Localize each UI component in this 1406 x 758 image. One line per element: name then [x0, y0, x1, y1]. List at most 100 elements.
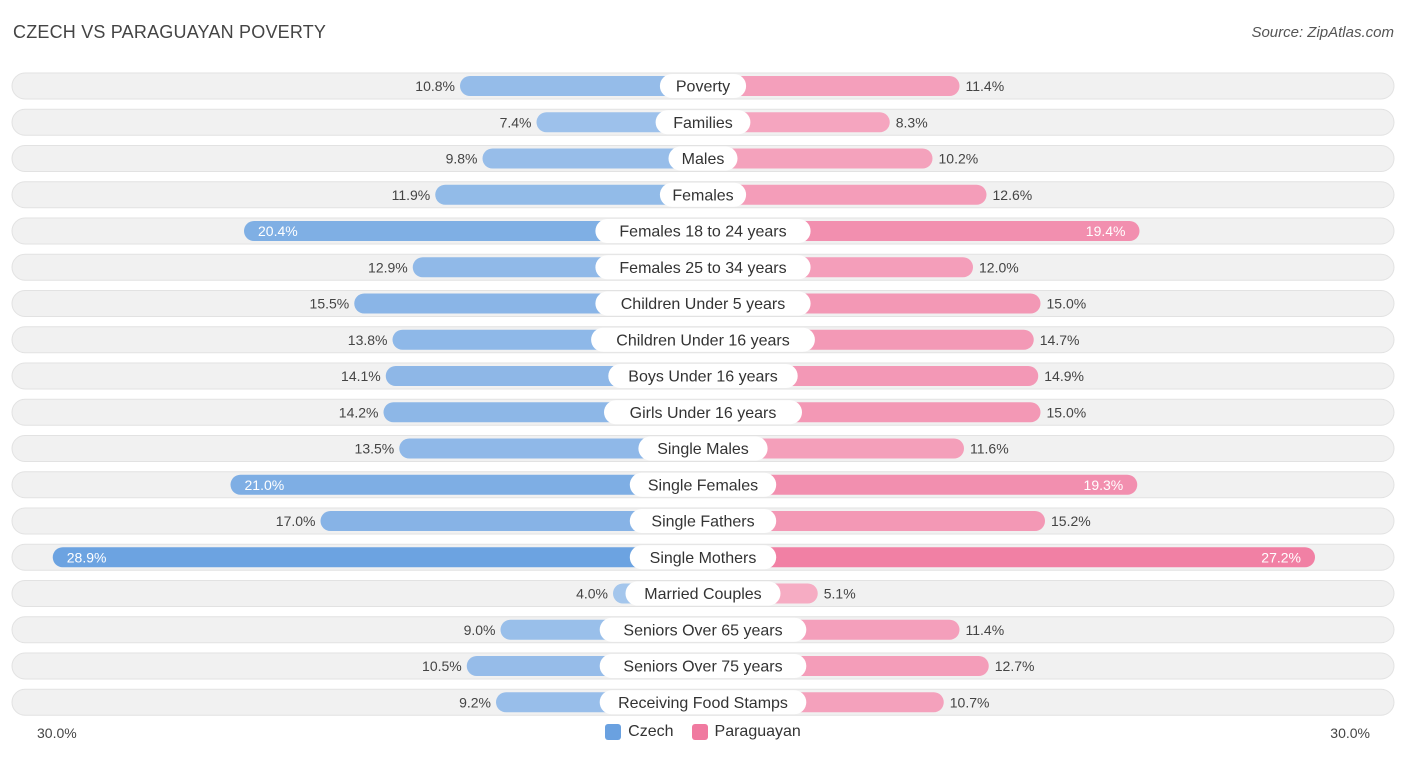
category-pill: [638, 436, 768, 461]
value-label-czech: 13.8%: [348, 332, 388, 348]
row-seniors-over-75-years: 10.5% 12.7% Seniors Over 75 years: [11, 652, 1395, 680]
category-label: Females 25 to 34 years: [619, 260, 786, 277]
category-pill: [655, 110, 751, 135]
value-label-paraguayan: 14.7%: [1040, 332, 1080, 348]
category-pill: [629, 472, 777, 497]
legend-swatch-czech: [605, 724, 622, 740]
bar-paraguayan: [703, 148, 933, 169]
bar-czech: [230, 474, 703, 495]
row-females-18-to-24-years: 20.4% 19.4% Females 18 to 24 years: [11, 217, 1395, 245]
row-single-males: 13.5% 11.6% Single Males: [11, 435, 1395, 462]
bar-czech: [244, 221, 703, 241]
category-label: Boys Under 16 years: [628, 369, 777, 386]
bar-czech: [52, 547, 703, 568]
category-label: Males: [682, 151, 725, 168]
bar-paraguayan: [703, 184, 987, 205]
value-label-czech: 9.0%: [464, 622, 496, 638]
value-label-paraguayan: 11.4%: [966, 78, 1005, 94]
axis-left-label: 30.0%: [37, 725, 77, 741]
category-label: Girls Under 16 years: [630, 405, 777, 422]
row-married-couples: 4.0% 5.1% Married Couples: [11, 580, 1395, 607]
category-pill: [629, 545, 777, 570]
category-label: Married Couples: [644, 586, 761, 603]
value-label-paraguayan: 19.4%: [1086, 223, 1126, 239]
value-label-paraguayan: 15.0%: [1047, 404, 1087, 420]
category-label: Single Mothers: [650, 550, 757, 567]
value-label-paraguayan: 10.7%: [950, 694, 990, 710]
row-children-under-16-years: 13.8% 14.7% Children Under 16 years: [11, 326, 1395, 354]
category-pill: [599, 654, 807, 678]
category-label: Receiving Food Stamps: [618, 695, 788, 712]
category-label: Single Females: [648, 477, 758, 494]
category-label: Poverty: [676, 79, 730, 96]
legend-item-czech[interactable]: Czech: [605, 723, 674, 741]
category-label: Seniors Over 75 years: [623, 659, 782, 676]
value-label-czech: 20.4%: [258, 223, 298, 239]
category-pill: [608, 364, 798, 388]
value-label-paraguayan: 14.9%: [1044, 368, 1084, 384]
category-label: Children Under 5 years: [621, 296, 786, 313]
row-children-under-5-years: 15.5% 15.0% Children Under 5 years: [11, 290, 1395, 317]
category-pill: [668, 146, 738, 171]
category-label: Families: [673, 115, 733, 132]
legend-swatch-paraguayan: [691, 724, 708, 740]
category-label: Females 18 to 24 years: [619, 224, 786, 241]
value-label-czech: 14.1%: [341, 368, 381, 384]
value-label-czech: 21.0%: [245, 477, 285, 493]
value-label-paraguayan: 19.3%: [1084, 477, 1124, 493]
value-label-paraguayan: 12.7%: [995, 658, 1035, 674]
legend-label-czech: Czech: [628, 723, 674, 740]
axis-right-label: 30.0%: [1330, 725, 1370, 741]
category-pill: [595, 219, 811, 243]
category-pill: [659, 182, 747, 207]
category-label: Children Under 16 years: [616, 332, 789, 349]
bar-czech: [399, 438, 703, 459]
row-poverty: 10.8% 11.4% Poverty: [11, 72, 1395, 100]
value-label-czech: 10.8%: [415, 78, 455, 94]
value-label-paraguayan: 8.3%: [896, 114, 928, 130]
category-pill: [599, 617, 807, 642]
value-label-paraguayan: 10.2%: [939, 151, 979, 167]
value-label-czech: 9.8%: [446, 151, 478, 167]
chart-title: CZECH VS PARAGUAYAN POVERTY: [13, 22, 327, 42]
value-label-paraguayan: 15.0%: [1047, 296, 1087, 312]
value-label-czech: 15.5%: [310, 296, 350, 312]
value-label-paraguayan: 27.2%: [1261, 549, 1301, 565]
row-receiving-food-stamps: 9.2% 10.7% Receiving Food Stamps: [11, 688, 1395, 716]
row-single-females: 21.0% 19.3% Single Females: [11, 471, 1395, 499]
category-pill: [625, 581, 781, 606]
bar-paraguayan: [703, 112, 890, 133]
bar-paraguayan: [703, 474, 1138, 495]
bar-paraguayan: [703, 438, 964, 459]
legend-item-paraguayan[interactable]: Paraguayan: [691, 723, 801, 741]
bar-paraguayan: [703, 511, 1045, 531]
legend-label-paraguayan: Paraguayan: [714, 723, 801, 740]
value-label-paraguayan: 5.1%: [824, 586, 856, 602]
bar-paraguayan: [703, 221, 1140, 241]
value-label-czech: 28.9%: [67, 549, 107, 565]
value-label-czech: 9.2%: [459, 694, 491, 710]
category-pill: [599, 690, 807, 715]
bar-paraguayan: [703, 76, 960, 96]
row-single-fathers: 17.0% 15.2% Single Fathers: [11, 507, 1395, 535]
category-pill: [659, 74, 747, 98]
row-females: 11.9% 12.6% Females: [11, 181, 1395, 209]
row-males: 9.8% 10.2% Males: [11, 145, 1395, 172]
value-label-paraguayan: 12.0%: [979, 259, 1019, 275]
category-label: Seniors Over 65 years: [623, 622, 782, 639]
bar-czech: [320, 511, 703, 531]
chart-source: Source: ZipAtlas.com: [1251, 24, 1394, 41]
row-females-25-to-34-years: 12.9% 12.0% Females 25 to 34 years: [11, 253, 1395, 281]
bar-czech: [482, 148, 703, 169]
bar-czech: [435, 184, 703, 205]
category-pill: [595, 291, 811, 316]
bar-paraguayan: [703, 547, 1315, 568]
category-pill: [591, 327, 815, 352]
value-label-czech: 4.0%: [576, 586, 608, 602]
value-label-czech: 12.9%: [368, 259, 408, 275]
row-single-mothers: 28.9% 27.2% Single Mothers: [11, 543, 1395, 571]
row-seniors-over-65-years: 9.0% 11.4% Seniors Over 65 years: [11, 616, 1395, 644]
value-label-paraguayan: 11.4%: [966, 622, 1005, 638]
category-label: Single Fathers: [651, 514, 754, 531]
